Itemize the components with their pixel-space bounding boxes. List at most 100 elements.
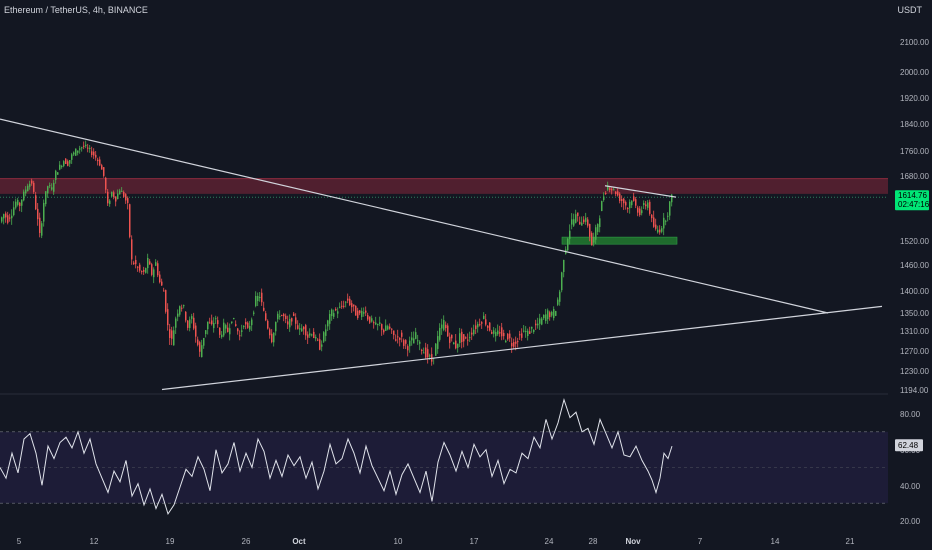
candle-body bbox=[395, 339, 397, 341]
candle-body bbox=[667, 215, 669, 217]
x-tick-label: 10 bbox=[394, 537, 403, 546]
x-tick-label: 19 bbox=[166, 537, 175, 546]
candle-body bbox=[333, 313, 335, 317]
candle-body bbox=[315, 336, 317, 339]
candle-body bbox=[391, 328, 393, 330]
candle-body bbox=[591, 233, 593, 246]
candle-body bbox=[19, 202, 21, 206]
candle-body bbox=[121, 190, 123, 192]
price-tick-label: 1270.00 bbox=[900, 347, 929, 356]
candle-body bbox=[343, 305, 345, 307]
candle-body bbox=[15, 201, 17, 208]
candle-body bbox=[325, 329, 327, 336]
candle-body bbox=[525, 330, 527, 332]
symbol-title: Ethereum / TetherUS, 4h, BINANCE bbox=[4, 5, 148, 15]
candle-body bbox=[69, 160, 71, 164]
candle-body bbox=[627, 208, 629, 210]
candle-body bbox=[503, 332, 505, 337]
candle-body bbox=[203, 337, 205, 346]
candle-body bbox=[491, 331, 493, 334]
candle-body bbox=[371, 318, 373, 322]
candle-body bbox=[177, 313, 179, 317]
candle-body bbox=[475, 325, 477, 329]
candle-body bbox=[607, 185, 609, 190]
candle-body bbox=[173, 330, 175, 346]
candle-body bbox=[577, 212, 579, 216]
price-tick-label: 1840.00 bbox=[900, 120, 929, 129]
candle-body bbox=[463, 334, 465, 342]
candle-body bbox=[413, 338, 415, 344]
candle-body bbox=[579, 221, 581, 225]
x-tick-label: 17 bbox=[470, 537, 479, 546]
candle-body bbox=[455, 340, 457, 349]
x-tick-label: 28 bbox=[589, 537, 598, 546]
candle-body bbox=[621, 199, 623, 201]
candle-body bbox=[381, 324, 383, 330]
candle-body bbox=[509, 333, 511, 339]
candle-body bbox=[91, 151, 93, 155]
x-tick-label: Nov bbox=[625, 537, 641, 546]
ascending-trendline[interactable] bbox=[161, 305, 883, 391]
price-panel bbox=[0, 118, 888, 391]
candle-body bbox=[539, 318, 541, 324]
candle-body bbox=[5, 213, 7, 218]
candle-body bbox=[375, 322, 377, 325]
candle-body bbox=[355, 305, 357, 316]
candle-body bbox=[111, 191, 113, 197]
candle-body bbox=[33, 182, 35, 192]
rsi-tick-label: 20.00 bbox=[900, 517, 921, 526]
candle-body bbox=[501, 327, 503, 337]
candle-body bbox=[519, 334, 521, 336]
candle-body bbox=[459, 333, 461, 344]
candle-body bbox=[635, 199, 637, 206]
candle-body bbox=[305, 325, 307, 336]
candle-body bbox=[405, 340, 407, 344]
candle-body bbox=[449, 336, 451, 343]
candle-body bbox=[521, 333, 523, 338]
candle-body bbox=[225, 325, 227, 329]
candle-body bbox=[629, 201, 631, 209]
candle-body bbox=[263, 307, 265, 311]
candle-body bbox=[661, 228, 663, 232]
candle-body bbox=[275, 321, 277, 332]
candle-body bbox=[243, 325, 245, 328]
candle-body bbox=[287, 321, 289, 325]
candle-body bbox=[581, 222, 583, 226]
candle-body bbox=[419, 341, 421, 344]
x-tick-label: 5 bbox=[17, 537, 22, 546]
candle-body bbox=[457, 343, 459, 348]
candle-body bbox=[309, 333, 311, 336]
short-trendline[interactable] bbox=[604, 185, 677, 198]
candle-body bbox=[149, 261, 151, 265]
candle-body bbox=[485, 319, 487, 325]
x-tick-label: 21 bbox=[846, 537, 855, 546]
candle-body bbox=[425, 347, 427, 358]
candle-body bbox=[3, 214, 5, 219]
candle-body bbox=[303, 326, 305, 330]
candle-body bbox=[387, 326, 389, 330]
descending-trendline[interactable] bbox=[0, 118, 829, 314]
candle-body bbox=[619, 193, 621, 201]
candle-body bbox=[541, 318, 543, 325]
candle-body bbox=[321, 344, 323, 347]
candle-body bbox=[261, 292, 263, 303]
candle-body bbox=[267, 320, 269, 329]
candle-body bbox=[317, 339, 319, 341]
candle-body bbox=[589, 224, 591, 237]
candle-body bbox=[73, 152, 75, 155]
candle-body bbox=[211, 320, 213, 325]
candle-body bbox=[169, 329, 171, 338]
price-tick-label: 1350.00 bbox=[900, 309, 929, 318]
candle-body bbox=[233, 317, 235, 320]
candle-body bbox=[139, 264, 141, 271]
candle-body bbox=[569, 230, 571, 239]
candle-body bbox=[201, 345, 203, 358]
x-tick-label: Oct bbox=[292, 537, 306, 546]
candle-body bbox=[335, 309, 337, 311]
candle-body bbox=[389, 326, 391, 329]
candle-body bbox=[229, 328, 231, 335]
candle-body bbox=[421, 349, 423, 352]
candle-body bbox=[401, 332, 403, 337]
rsi-panel bbox=[0, 397, 888, 516]
